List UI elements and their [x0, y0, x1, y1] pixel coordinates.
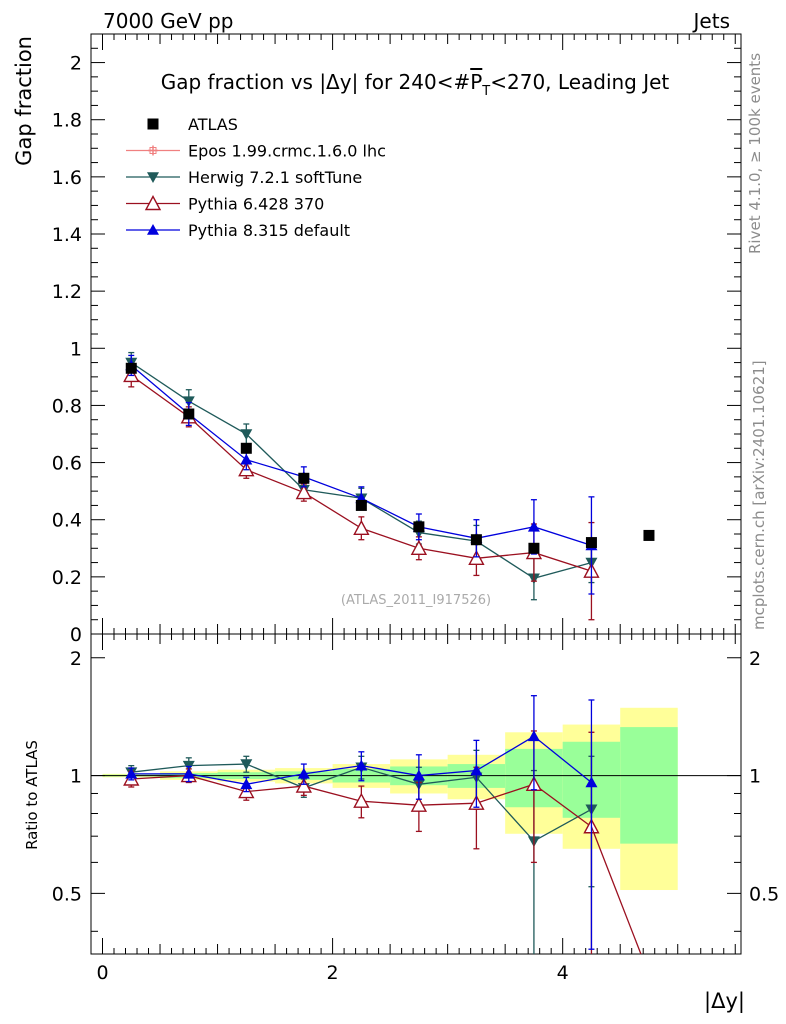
xtick-label: 2	[327, 962, 339, 984]
marker-atlas	[183, 408, 195, 420]
ratio-ytick-label-right: 0.5	[749, 883, 779, 905]
marker-herwig-7-2-1-softtune	[240, 759, 253, 771]
ratio-ytick-label-left: 1	[70, 766, 82, 788]
marker-pythia-6-428-370	[295, 484, 313, 500]
marker-pythia-6-428-370	[295, 777, 313, 793]
mcplots-side-label: mcplots.cern.ch [arXiv:2401.10621]	[750, 360, 768, 630]
marker-atlas	[585, 537, 597, 549]
main-ytick-label: 1.6	[52, 167, 82, 189]
legend-marker-epos-1-99-crmc-1-6-0-lhc	[148, 145, 158, 156]
marker-pythia-8-315-default	[240, 453, 253, 465]
legend: ATLAS Epos 1.99.crmc.1.6.0 lhc Herwig 7.2.…	[126, 115, 386, 240]
y-axis-label-ratio: Ratio to ATLAS	[23, 740, 41, 850]
main-ytick-label: 1.2	[52, 281, 82, 303]
marker-pythia-8-315-default	[527, 520, 540, 532]
series-line-herwig-7-2-1-softtune	[130, 362, 592, 579]
main-ytick-label: 2	[70, 53, 82, 75]
marker-pythia-8-315-default	[470, 764, 483, 776]
legend-item-herwig-7-2-1-softtune: Herwig 7.2.1 softTune	[126, 168, 362, 187]
marker-atlas	[240, 442, 252, 454]
series-exit-line-pythia-6-428-370	[590, 826, 642, 955]
marker-pythia-8-315-default	[527, 730, 540, 742]
marker-herwig-7-2-1-softtune	[240, 429, 253, 440]
ratio-ytick-label-left: 0.5	[52, 883, 82, 905]
marker-pythia-8-315-default	[585, 776, 598, 788]
xtick-label: 4	[557, 962, 569, 984]
main-title: Gap fraction vs |Δy| for 240<#PT<270, Le…	[161, 70, 670, 99]
y-axis-label-main: Gap fraction	[12, 36, 36, 166]
legend-item-atlas: ATLAS	[147, 115, 238, 134]
legend-item-epos-1-99-crmc-1-6-0-lhc: Epos 1.99.crmc.1.6.0 lhc	[126, 142, 386, 161]
main-ytick-label: 0.2	[52, 567, 82, 589]
marker-pythia-6-428-370	[468, 549, 485, 565]
series-atlas	[125, 362, 655, 554]
ratio-ytick-label-left: 2	[70, 648, 82, 670]
main-panel: 0.2 0.4 0.6 0.8 1 1.2 1.4 1.6 1.8 2 0 ATLAS Epos 1.9…	[52, 33, 742, 646]
marker-herwig-7-2-1-softtune	[182, 396, 195, 408]
marker-pythia-8-315-default	[125, 767, 138, 779]
marker-pythia-8-315-default	[412, 769, 425, 781]
marker-atlas	[643, 529, 655, 541]
marker-atlas	[470, 534, 482, 546]
main-ytick-label: 1.4	[52, 224, 82, 246]
x-axis-label: |Δy|	[704, 989, 745, 1014]
legend-marker-herwig-7-2-1-softtune	[147, 172, 159, 183]
main-ytick-label: 1.8	[52, 110, 82, 132]
legend-marker-pythia-8-315-default	[147, 224, 159, 235]
header-left-label: 7000 GeV pp	[103, 9, 234, 33]
series-line-pythia-6-428-370	[130, 374, 592, 572]
marker-pythia-6-428-370	[353, 792, 370, 808]
marker-pythia-6-428-370	[410, 796, 428, 812]
ratio-ytick-label-right: 1	[749, 766, 761, 788]
marker-atlas	[355, 499, 367, 511]
marker-atlas	[528, 542, 540, 554]
legend-label-herwig-7-2-1-softtune: Herwig 7.2.1 softTune	[188, 168, 362, 187]
main-ytick-label-zero: 0	[70, 624, 82, 646]
main-ytick-label: 0.6	[52, 453, 82, 475]
marker-atlas	[298, 472, 310, 484]
xtick-label: 0	[96, 962, 108, 984]
ratio-panel: 0 2 4 0.5 0.5 1 1 2 2	[52, 633, 779, 984]
marker-atlas	[125, 362, 137, 374]
main-ytick-label: 0.4	[52, 510, 82, 532]
marker-pythia-8-315-default	[297, 767, 310, 779]
legend-item-pythia-6-428-370: Pythia 6.428 370	[126, 195, 324, 214]
ratio-frame	[90, 633, 742, 955]
main-ytick-label: 1	[70, 338, 82, 360]
legend-label-pythia-8-315-default: Pythia 8.315 default	[188, 221, 350, 240]
marker-pythia-8-315-default	[182, 767, 195, 779]
legend-marker-pythia-6-428-370	[144, 195, 162, 211]
series-pythia-8-315-default	[125, 695, 598, 950]
marker-pythia-8-315-default	[355, 759, 368, 771]
green-band-bin-10	[620, 727, 678, 844]
legend-marker-epos-1-99-crmc-1-6-0-lhc-box	[149, 147, 157, 154]
marker-atlas	[413, 521, 425, 533]
ratio-ytick-label-right: 2	[749, 648, 761, 670]
marker-pythia-6-428-370	[410, 539, 428, 555]
watermark-label: (ATLAS_2011_I917526)	[341, 593, 491, 608]
series-herwig-7-2-1-softtune	[125, 351, 598, 601]
legend-label-epos-1-99-crmc-1-6-0-lhc: Epos 1.99.crmc.1.6.0 lhc	[188, 142, 386, 161]
main-ytick-label: 0.8	[52, 395, 82, 417]
legend-marker-atlas	[147, 118, 159, 130]
legend-item-pythia-8-315-default: Pythia 8.315 default	[126, 221, 350, 240]
marker-pythia-6-428-370	[353, 519, 370, 535]
marker-pythia-8-315-default	[240, 778, 253, 790]
header-right-label: Jets	[692, 9, 730, 33]
rivet-side-label: Rivet 4.1.0, ≥ 100k events	[746, 53, 764, 254]
legend-label-pythia-6-428-370: Pythia 6.428 370	[188, 195, 324, 214]
legend-label-atlas: ATLAS	[188, 115, 238, 134]
